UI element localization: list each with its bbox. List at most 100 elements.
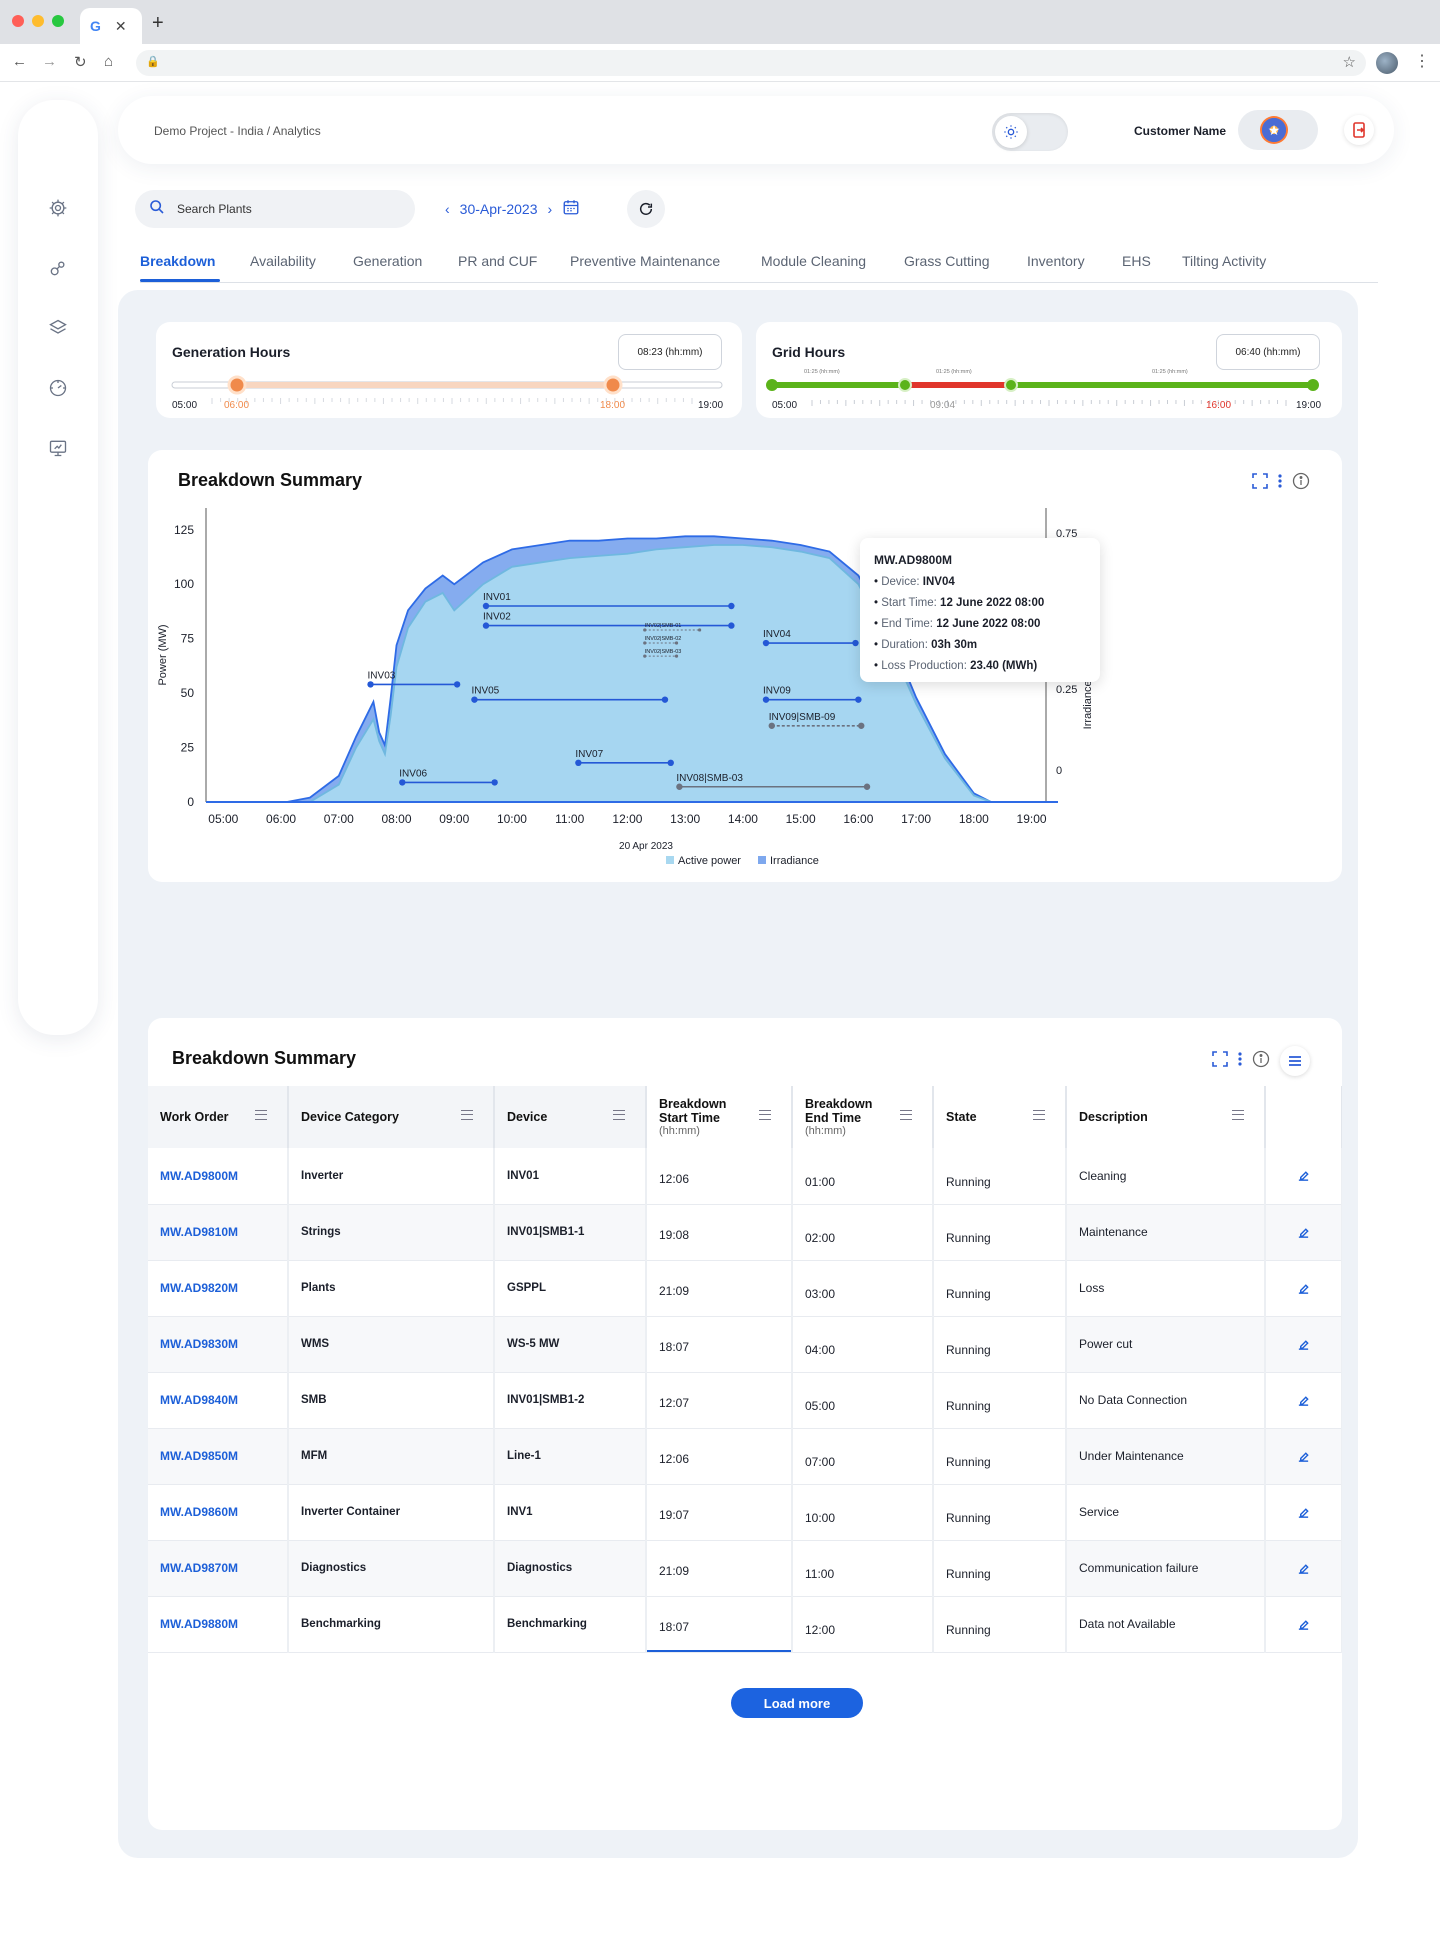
close-window-icon[interactable] xyxy=(12,15,24,27)
column-menu-icon[interactable] xyxy=(900,1110,912,1120)
tab-breakdown[interactable]: Breakdown xyxy=(140,253,216,269)
theme-toggle[interactable] xyxy=(992,113,1068,151)
table-row[interactable]: MW.AD9850M MFM Line-1 12:06 07:00 Running Unde… xyxy=(148,1428,1342,1485)
selected-date[interactable]: 30-Apr-2023 xyxy=(459,200,538,217)
work-order-link[interactable]: MW.AD9850M xyxy=(148,1428,289,1485)
info-icon[interactable] xyxy=(1292,472,1310,495)
browser-menu-icon[interactable]: ⋮ xyxy=(1414,53,1430,70)
col-device[interactable]: Device xyxy=(494,1086,647,1148)
col-description[interactable]: Description xyxy=(1066,1086,1266,1148)
logout-icon[interactable] xyxy=(1344,115,1374,145)
table-row[interactable]: MW.AD9860M Inverter Container INV1 19:07 10:… xyxy=(148,1484,1342,1541)
table-row[interactable]: MW.AD9870M Diagnostics Diagnostics 21:09 11:… xyxy=(148,1540,1342,1597)
edit-icon[interactable] xyxy=(1295,1391,1313,1409)
home-icon[interactable]: ⌂ xyxy=(104,53,114,70)
breakdown-start-cell: 12:07 xyxy=(646,1372,793,1429)
work-order-link[interactable]: MW.AD9820M xyxy=(148,1260,289,1317)
gen-end-handle[interactable] xyxy=(603,375,623,395)
col-state[interactable]: State xyxy=(933,1086,1067,1148)
col-work-order[interactable]: Work Order xyxy=(148,1086,289,1148)
prev-date-chevron-icon[interactable]: ‹ xyxy=(445,200,450,217)
column-menu-icon[interactable] xyxy=(1033,1110,1045,1120)
forward-icon[interactable]: → xyxy=(42,53,57,70)
monitor-analytics-icon[interactable] xyxy=(46,436,70,460)
next-date-chevron-icon[interactable]: › xyxy=(547,200,553,217)
layers-icon[interactable] xyxy=(46,316,70,340)
device-cell: Benchmarking xyxy=(494,1596,647,1653)
close-tab-icon[interactable]: ✕ xyxy=(114,17,127,34)
column-menu-icon[interactable] xyxy=(1280,1046,1310,1076)
fullscreen-icon[interactable] xyxy=(1252,473,1268,494)
tab-ehs[interactable]: EHS xyxy=(1122,253,1151,269)
table-row[interactable]: MW.AD9830M WMS WS-5 MW 18:07 04:00 Running Pow… xyxy=(148,1316,1342,1373)
devices-network-icon[interactable] xyxy=(46,256,70,280)
grid-handle-start[interactable] xyxy=(766,379,778,391)
browser-profile-avatar[interactable] xyxy=(1376,52,1398,74)
load-more-button[interactable]: Load more xyxy=(731,1688,863,1718)
edit-icon[interactable] xyxy=(1295,1615,1313,1633)
minimize-window-icon[interactable] xyxy=(32,15,44,27)
edit-icon[interactable] xyxy=(1295,1447,1313,1465)
tab-tilting-activity[interactable]: Tilting Activity xyxy=(1182,253,1267,269)
address-bar[interactable]: 🔒 ☆ xyxy=(136,50,1366,76)
back-icon[interactable]: ← xyxy=(12,53,27,70)
table-row[interactable]: MW.AD9880M Benchmarking Benchmarking 18:07 1… xyxy=(148,1596,1342,1653)
search-input[interactable] xyxy=(177,202,377,216)
maximize-window-icon[interactable] xyxy=(52,15,64,27)
table-row[interactable]: MW.AD9820M Plants GSPPL 21:09 03:00 Running Lo… xyxy=(148,1260,1342,1317)
column-menu-icon[interactable] xyxy=(1232,1110,1244,1120)
grid-hours-slider[interactable]: 01:25 (hh:mm) 01:25 (hh:mm) 01:25 (hh:mm… xyxy=(756,366,1342,414)
edit-icon[interactable] xyxy=(1295,1167,1313,1185)
column-menu-icon[interactable] xyxy=(759,1110,771,1120)
edit-icon[interactable] xyxy=(1295,1335,1313,1353)
new-tab-icon[interactable]: + xyxy=(152,12,164,34)
column-menu-icon[interactable] xyxy=(255,1110,267,1120)
table-row[interactable]: MW.AD9810M Strings INV01|SMB1-1 19:08 02:00 R… xyxy=(148,1204,1342,1261)
tab-grass-cutting[interactable]: Grass Cutting xyxy=(904,253,990,269)
tab-pr-and-cuf[interactable]: PR and CUF xyxy=(458,253,538,269)
work-order-link[interactable]: MW.AD9830M xyxy=(148,1316,289,1373)
refresh-icon[interactable] xyxy=(627,190,665,228)
account-menu[interactable]: ★ xyxy=(1238,110,1318,150)
work-order-link[interactable]: MW.AD9870M xyxy=(148,1540,289,1597)
gen-start-handle[interactable] xyxy=(227,375,247,395)
col-breakdown-end[interactable]: Breakdown End Time (hh:mm) xyxy=(792,1086,934,1148)
edit-icon[interactable] xyxy=(1295,1503,1313,1521)
reload-icon[interactable]: ↻ xyxy=(74,54,87,71)
table-row[interactable]: MW.AD9840M SMB INV01|SMB1-2 12:07 05:00 Runni… xyxy=(148,1372,1342,1429)
dashboard-gauge-icon[interactable] xyxy=(46,376,70,400)
edit-icon[interactable] xyxy=(1295,1279,1313,1297)
tab-generation[interactable]: Generation xyxy=(353,253,423,269)
search-plants[interactable] xyxy=(135,190,415,228)
browser-tab[interactable]: G ✕ xyxy=(80,8,142,44)
work-order-link[interactable]: MW.AD9880M xyxy=(148,1596,289,1653)
tab-module-cleaning[interactable]: Module Cleaning xyxy=(761,253,867,269)
bookmark-star-icon[interactable]: ☆ xyxy=(1342,54,1356,71)
work-order-link[interactable]: MW.AD9840M xyxy=(148,1372,289,1429)
tab-availability[interactable]: Availability xyxy=(250,253,316,269)
settings-gear-icon[interactable] xyxy=(46,196,70,220)
grid-handle-end[interactable] xyxy=(1307,379,1319,391)
breadcrumb[interactable]: Demo Project - India / Analytics xyxy=(154,124,321,138)
table-more-options-icon[interactable] xyxy=(1238,1051,1242,1072)
x-tick-label: 17:00 xyxy=(901,812,931,826)
tab-preventive-maintenance[interactable]: Preventive Maintenance xyxy=(570,253,721,269)
calendar-icon[interactable] xyxy=(562,198,580,219)
col-breakdown-start[interactable]: Breakdown Start Time (hh:mm) xyxy=(646,1086,793,1148)
table-row[interactable]: MW.AD9800M Inverter INV01 12:06 01:00 Running… xyxy=(148,1148,1342,1205)
work-order-link[interactable]: MW.AD9810M xyxy=(148,1204,289,1261)
edit-icon[interactable] xyxy=(1295,1223,1313,1241)
more-options-icon[interactable] xyxy=(1278,473,1282,494)
grid-handle-a[interactable] xyxy=(898,378,912,392)
table-fullscreen-icon[interactable] xyxy=(1212,1050,1228,1072)
grid-handle-b[interactable] xyxy=(1004,378,1018,392)
column-menu-icon[interactable] xyxy=(461,1110,473,1120)
work-order-link[interactable]: MW.AD9800M xyxy=(148,1148,289,1205)
generation-hours-slider[interactable]: 05:00 06:00 18:00 19:00 xyxy=(156,374,742,414)
tab-inventory[interactable]: Inventory xyxy=(1027,253,1085,269)
table-info-icon[interactable] xyxy=(1252,1050,1270,1073)
edit-icon[interactable] xyxy=(1295,1559,1313,1577)
column-menu-icon[interactable] xyxy=(613,1110,625,1120)
col-device-category[interactable]: Device Category xyxy=(288,1086,495,1148)
work-order-link[interactable]: MW.AD9860M xyxy=(148,1484,289,1541)
